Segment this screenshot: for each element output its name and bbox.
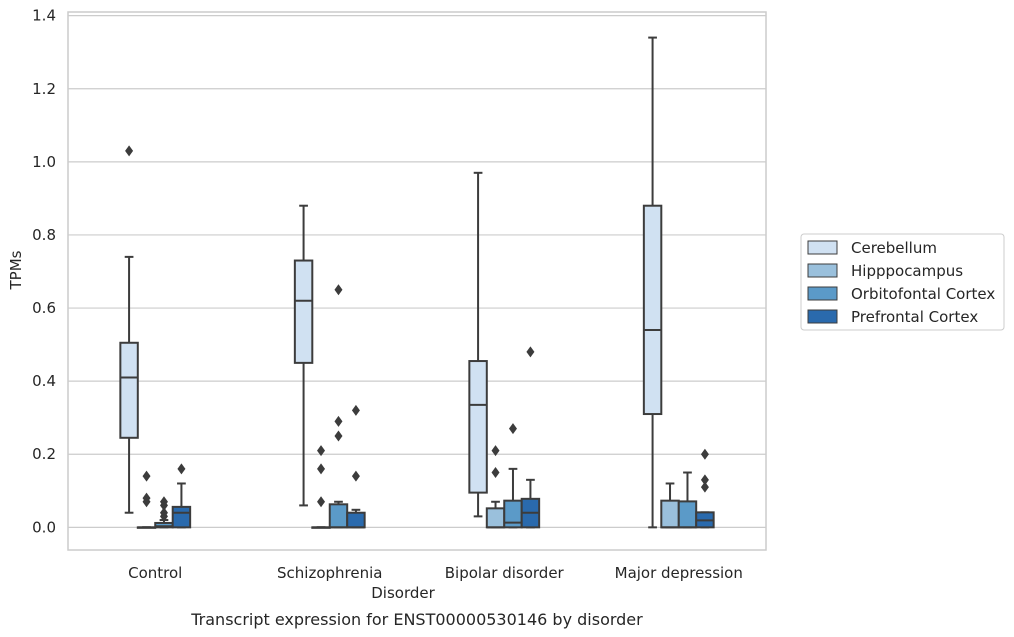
box [171,505,192,529]
y-tick-label: 1.4 [32,7,56,25]
y-axis-label: TPMs [7,250,25,290]
outlier-point [526,346,535,358]
legend-swatch [807,309,838,324]
y-tick-label: 0.6 [32,299,56,317]
box [328,503,349,529]
outlier-point [159,496,168,508]
plot-area [119,36,715,529]
outlier-point [177,463,186,475]
y-tick-label: 0.4 [32,372,56,390]
box [346,511,366,529]
outlier-point [491,445,500,457]
y-tick-label: 0.2 [32,445,56,463]
x-axis-label: Disorder [371,584,435,602]
outlier-point [334,284,343,296]
outlier-point [317,496,326,508]
y-tick-label: 1.2 [32,80,56,98]
x-axis-ticks: Control Schizophrenia Bipolar disorder Majo… [128,564,743,582]
y-tick-label: 0.0 [32,518,56,536]
outlier-point [351,470,360,482]
legend-label: Hipppocampus [851,262,963,280]
outlier-point [125,145,134,157]
chart-caption: Transcript expression for ENST0000053014… [190,610,643,629]
outlier-point [351,404,360,416]
box [119,341,139,439]
plot-frame [67,11,767,551]
outlier-point [334,415,343,427]
outlier-point [317,463,326,475]
x-tick-label: Control [128,564,182,582]
outlier-point [142,470,151,482]
legend: Cerebellum Hipppocampus Orbitofontal Corte… [800,233,1005,331]
outlier-point [700,448,709,460]
legend-frame [800,233,1005,331]
grid-lines [68,15,766,528]
outlier-point [700,474,709,486]
box [468,360,488,494]
box [660,499,680,529]
outlier-point [491,467,500,479]
x-tick-label: Major depression [615,564,743,582]
legend-swatch [807,240,838,255]
outlier-point [142,492,151,504]
y-axis-ticks: 0.0 0.2 0.4 0.6 0.8 1.0 1.2 1.4 [32,7,56,537]
legend-label: Prefrontal Cortex [851,308,978,326]
outlier-point [159,507,168,519]
x-tick-label: Schizophrenia [277,564,382,582]
box [677,500,698,529]
box [642,204,663,416]
outlier-point [508,423,517,435]
x-tick-label: Bipolar disorder [445,564,565,582]
y-tick-label: 0.8 [32,226,56,244]
outlier-point [317,445,326,457]
box [293,259,314,364]
box [485,507,506,529]
legend-label: Cerebellum [851,239,937,257]
y-tick-label: 1.0 [32,153,56,171]
outlier-point [700,481,709,493]
legend-swatch [807,263,838,278]
legend-label: Orbitofontal Cortex [851,285,995,303]
legend-swatch [807,286,838,301]
outlier-point [334,430,343,442]
